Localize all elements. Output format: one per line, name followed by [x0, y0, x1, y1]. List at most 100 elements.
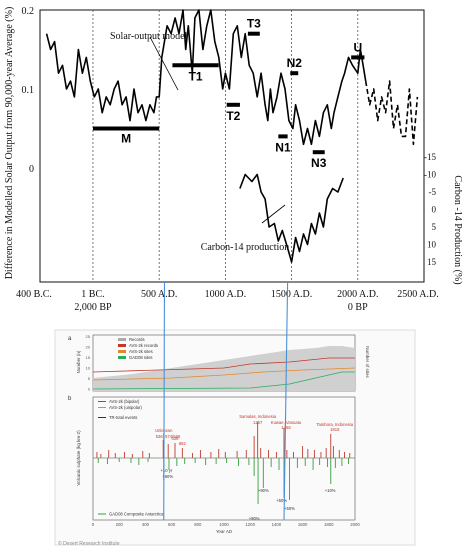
- right-tick-label: 5: [432, 222, 437, 232]
- panel-a-tick: 15: [86, 355, 91, 360]
- panel-a-tick: 20: [86, 345, 91, 350]
- x-tick-label: 2000 A.D.: [337, 289, 378, 300]
- panel-a-ylabel: Number (n): [76, 350, 81, 373]
- panel-a-tick: 10: [86, 366, 91, 371]
- link-line-536: [163, 281, 166, 521]
- panel-b-ylabel: Volcanic sulphate (kg km-2): [76, 430, 81, 486]
- records-area: [93, 346, 355, 391]
- label-pointer: [149, 36, 179, 91]
- right-tick-label: -15: [424, 152, 436, 162]
- event-annotation: 1815: [330, 427, 340, 432]
- legend-entry: AVS-2k sites: [129, 349, 153, 354]
- minimum-label: T1: [189, 69, 203, 83]
- event-annotation: +50%: [284, 506, 295, 511]
- x-tick-label: 1000 A.D.: [205, 289, 246, 300]
- right-tick-label: 0: [432, 205, 437, 215]
- series-line: [364, 80, 419, 146]
- event-annotation: 1458: [281, 425, 291, 430]
- panel-b-tick: 600: [168, 522, 176, 527]
- left-axis-label: Difference in Modelled Solar Output from…: [4, 7, 15, 280]
- right-axis-label: Carbon -14 Production (%): [452, 175, 463, 284]
- event-annotation: 574/566: [165, 434, 181, 439]
- panel-b-plot: 0 200 400 600 800 1000 1200 1400 1600 1800 2000 AVS…: [92, 399, 361, 527]
- panel-a-tick: 25: [86, 334, 91, 339]
- avs-sites-line: [92, 367, 356, 381]
- solar-output-chart: 0.2 0.1 0 -15 -10 -5 0 5 10 15 400 B.C. 1 BC. 2,000 …: [4, 6, 463, 313]
- legend-entry: AVS-2k (bipolar): [109, 399, 140, 404]
- series-label-c14: Carbon-14 production: [201, 242, 290, 253]
- panel-b-tick: 400: [142, 522, 150, 527]
- x-tick-label-bp: 0 BP: [348, 302, 368, 313]
- panel-a-label: a: [68, 336, 72, 342]
- left-tick-label: 0.1: [22, 85, 35, 96]
- x-tick-label: 500 A.D.: [141, 289, 177, 300]
- event-annotation: 682: [179, 441, 187, 446]
- minimum-label: M: [121, 132, 131, 146]
- minimum-label: N1: [275, 140, 291, 154]
- legend-swatch: [118, 338, 126, 341]
- plot-frame: [39, 9, 425, 283]
- event-annotation: Samalas, Indonesia: [239, 414, 276, 419]
- minimum-label: T2: [226, 109, 240, 123]
- panel-b-tick: 0: [92, 522, 95, 527]
- event-annotation: Kuwae, Vanuatu: [271, 420, 302, 425]
- left-tick-label: 0.2: [22, 6, 35, 17]
- event-annotation: +10 yr: [160, 468, 172, 473]
- minimum-label: U: [353, 40, 362, 54]
- legend-entry: TR-total events: [109, 415, 137, 420]
- panel-a-tick: 5: [88, 376, 91, 381]
- legend-entry: GAD08 sites: [129, 355, 153, 360]
- series-label-solar: Solar-output model: [110, 31, 188, 42]
- link-line-1458: [283, 281, 289, 521]
- event-annotation: +60%: [162, 474, 173, 479]
- event-annotation: 626: [172, 436, 180, 441]
- event-annotation: 536: [156, 434, 164, 439]
- avs-records-line: [92, 357, 355, 373]
- legend-swatch: [118, 350, 126, 353]
- link-lines: [163, 281, 289, 521]
- x-tick-label-bp: 2,000 BP: [74, 302, 112, 313]
- event-annotation: +50%: [276, 498, 287, 503]
- event-annotation: Tambora, Indonesia: [316, 422, 353, 427]
- series-line: [239, 173, 344, 263]
- minimum-label: N2: [287, 56, 303, 70]
- legend-swatch: [118, 344, 126, 347]
- right-tick-label: 15: [427, 257, 437, 267]
- panel-b-tick: 200: [116, 522, 124, 527]
- x-tick-label: 1500 A.D.: [271, 289, 312, 300]
- event-annotation: +90%: [249, 516, 260, 521]
- dashed-year-lines: [92, 10, 359, 282]
- panel-b-xlabel: Year AD: [216, 529, 233, 534]
- panel-b-tick: 800: [194, 522, 202, 527]
- x-tick-label: 400 B.C.: [16, 289, 52, 300]
- legend-swatch: [118, 356, 126, 359]
- minimum-label: N3: [311, 156, 327, 170]
- legend-entry: AVS-2k records: [129, 343, 158, 348]
- panel-b-tick: 1400: [272, 522, 282, 527]
- panel-a-tick: 0: [88, 387, 91, 392]
- left-axis-label-text: Difference in Modelled Solar Output from…: [4, 7, 15, 280]
- right-tick-label: -10: [424, 170, 436, 180]
- tick-labels: 0.2 0.1 0 -15 -10 -5 0 5 10 15 400 B.C. 1 BC. 2,000 …: [16, 6, 439, 313]
- panel-b-tick: 1800: [324, 522, 334, 527]
- footer-credit: © Desert Research Institute: [58, 540, 120, 547]
- right-axis-label-text: Carbon -14 Production (%): [452, 175, 463, 284]
- event-annotation: +10%: [325, 488, 336, 493]
- series-line: [45, 9, 367, 146]
- panel-b-tick: 1000: [219, 522, 229, 527]
- panel-b-tick: 1600: [298, 522, 308, 527]
- panel-b-label: b: [68, 396, 72, 402]
- panel-b-frame: [92, 396, 356, 521]
- event-annotation: +90%: [258, 488, 269, 493]
- label-pointer: [261, 204, 286, 224]
- panel-b-tick: 2000: [350, 522, 360, 527]
- legend-entry: GAD08 Composite Antarctica: [109, 512, 164, 517]
- left-tick-label: 0: [29, 164, 34, 175]
- legend-entry: Records: [129, 337, 145, 342]
- series-label-c14-text: Carbon-14 production: [201, 242, 290, 253]
- minimum-label: T3: [247, 17, 261, 31]
- series-lines: [45, 9, 419, 263]
